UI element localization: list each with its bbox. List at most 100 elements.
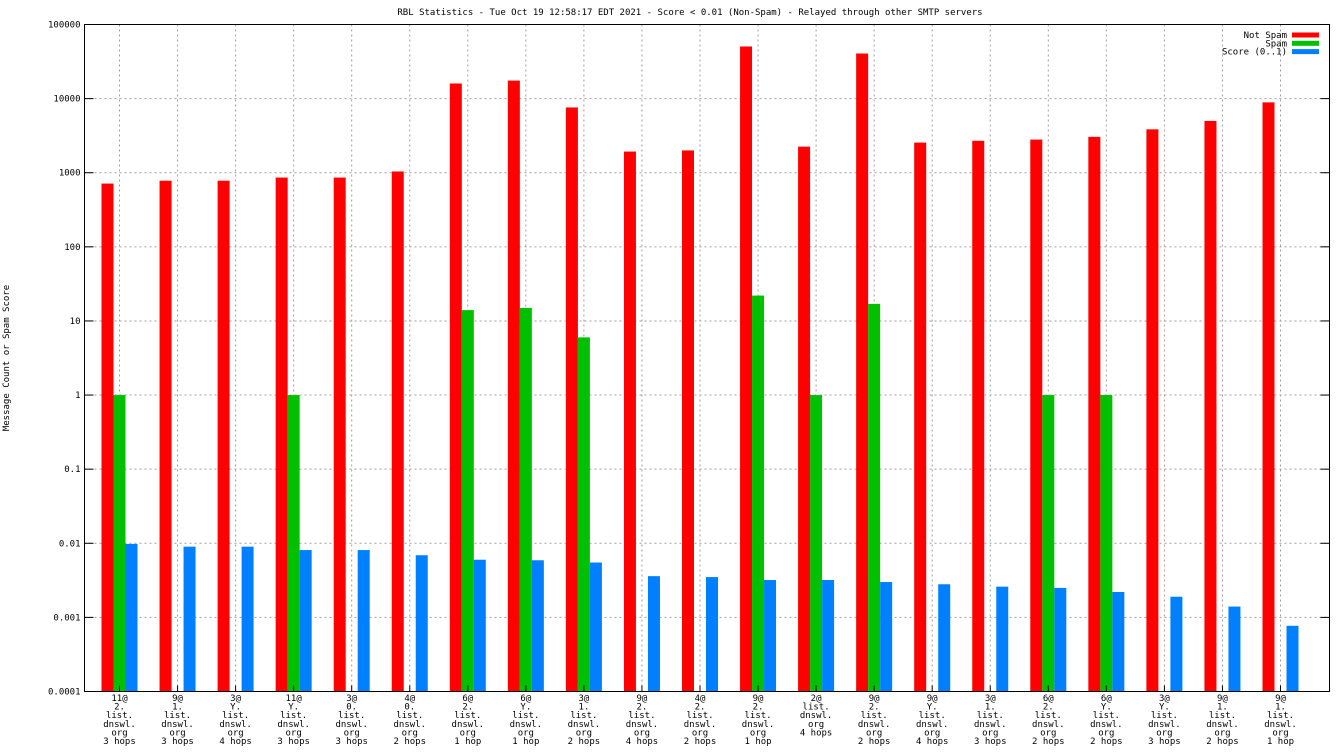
- bar-score: [1286, 625, 1299, 692]
- bar-score: [996, 586, 1009, 692]
- x-tick-label: dnswl.: [510, 720, 543, 730]
- bar-score: [1054, 587, 1067, 692]
- x-tick-label: org: [169, 728, 185, 738]
- y-tick-label: 10000: [53, 95, 80, 105]
- x-tick-label: org: [1098, 728, 1114, 738]
- legend-swatch: [1292, 49, 1319, 55]
- x-tick-label: 3 hops: [974, 737, 1007, 747]
- x-tick-label: 2 hops: [568, 737, 601, 747]
- x-tick-label: dnswl.: [1032, 720, 1065, 730]
- x-tick-label: 3 hops: [335, 737, 368, 747]
- y-tick-label: 0.001: [53, 613, 80, 623]
- x-tick-label: 1.: [578, 703, 589, 713]
- x-tick-label: org: [808, 720, 824, 730]
- x-tick-label: 4@: [695, 694, 706, 704]
- x-tick-label: 2.: [695, 703, 706, 713]
- x-tick-label: dnswl.: [452, 720, 485, 730]
- x-tick-label: 2.: [637, 703, 648, 713]
- y-tick-label: 0.1: [64, 465, 80, 475]
- bar-spam: [113, 395, 126, 692]
- x-tick-label: 9@: [753, 694, 764, 704]
- x-tick-label: list.: [396, 711, 423, 721]
- bar-score: [880, 582, 893, 692]
- bar-spam: [1100, 395, 1113, 692]
- x-tick-label: 1.: [985, 703, 996, 713]
- bar-score: [647, 576, 660, 692]
- x-tick-label: dnswl.: [858, 720, 891, 730]
- x-tick-label: dnswl.: [568, 720, 601, 730]
- x-tick-label: 3@: [578, 694, 589, 704]
- x-tick-label: org: [1214, 728, 1230, 738]
- x-tick-label: Y.: [520, 703, 531, 713]
- x-tick-label: org: [692, 728, 708, 738]
- legend-swatch: [1292, 40, 1319, 46]
- bar-not-spam: [101, 183, 114, 692]
- x-tick-label: dnswl.: [277, 720, 310, 730]
- x-tick-label: 2.: [753, 703, 764, 713]
- x-tick-label: list.: [222, 711, 249, 721]
- bar-score: [473, 559, 486, 692]
- bar-spam: [1042, 395, 1055, 692]
- bar-score: [1228, 606, 1241, 692]
- bar-spam: [461, 310, 474, 692]
- bar-score: [589, 562, 602, 692]
- x-tick-label: 1 hop: [454, 737, 481, 747]
- x-tick-label: 6@: [1043, 694, 1054, 704]
- x-tick-label: 4 hops: [916, 737, 949, 747]
- chart-title: RBL Statistics - Tue Oct 19 12:58:17 EDT…: [397, 8, 982, 18]
- bar-not-spam: [507, 80, 520, 692]
- x-tick-label: dnswl.: [800, 711, 833, 721]
- x-tick-label: 3@: [1159, 694, 1170, 704]
- x-tick-label: dnswl.: [916, 720, 949, 730]
- x-tick-label: org: [518, 728, 534, 738]
- y-tick-label: 0.0001: [48, 688, 81, 698]
- x-tick-label: Y.: [230, 703, 241, 713]
- x-tick-label: Y.: [1159, 703, 1170, 713]
- x-tick-label: dnswl.: [1148, 720, 1181, 730]
- x-tick-label: Y.: [1101, 703, 1112, 713]
- bar-spam: [287, 395, 300, 692]
- x-tick-label: Y.: [927, 703, 938, 713]
- bar-score: [183, 546, 196, 692]
- x-tick-label: dnswl.: [335, 720, 368, 730]
- bar-score: [299, 550, 312, 692]
- x-tick-label: list.: [164, 711, 191, 721]
- x-tick-label: list.: [1151, 711, 1178, 721]
- x-tick-label: 0.: [346, 703, 357, 713]
- x-tick-label: list.: [106, 711, 133, 721]
- x-tick-label: dnswl.: [161, 720, 194, 730]
- x-tick-label: org: [1156, 728, 1172, 738]
- bar-score: [531, 560, 544, 692]
- x-tick-label: list.: [1035, 711, 1062, 721]
- x-tick-label: org: [402, 728, 418, 738]
- legend-label: Spam: [1265, 39, 1287, 49]
- x-tick-label: list.: [1093, 711, 1120, 721]
- x-tick-label: 11@: [111, 694, 128, 704]
- y-tick-label: 1000: [59, 169, 81, 179]
- x-tick-label: 9@: [172, 694, 183, 704]
- x-tick-label: 9@: [1275, 694, 1286, 704]
- x-tick-label: 2 hops: [1032, 737, 1065, 747]
- x-tick-label: 9@: [927, 694, 938, 704]
- x-tick-label: list.: [745, 711, 772, 721]
- x-tick-label: 1.: [1275, 703, 1286, 713]
- x-tick-label: 1.: [1217, 703, 1228, 713]
- bar-score: [764, 579, 777, 692]
- x-tick-label: 2 hops: [393, 737, 426, 747]
- x-tick-label: list.: [919, 711, 946, 721]
- x-tick-label: org: [460, 728, 476, 738]
- bar-not-spam: [972, 140, 985, 692]
- x-tick-label: 1 hop: [745, 737, 772, 747]
- x-tick-label: dnswl.: [626, 720, 659, 730]
- x-tick-label: 9@: [637, 694, 648, 704]
- bar-not-spam: [1262, 102, 1275, 692]
- x-tick-label: 9@: [869, 694, 880, 704]
- x-tick-label: list.: [338, 711, 365, 721]
- bar-score: [357, 550, 370, 692]
- bar-not-spam: [217, 180, 230, 692]
- y-tick-label: 0.01: [59, 539, 81, 549]
- x-tick-label: list.: [861, 711, 888, 721]
- y-tick-label: 10: [70, 317, 81, 327]
- x-tick-label: 1 hop: [512, 737, 539, 747]
